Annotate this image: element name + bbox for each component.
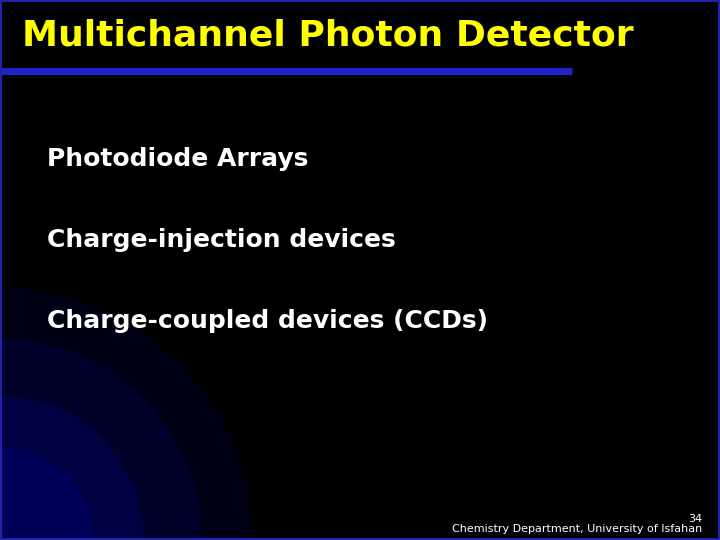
FancyBboxPatch shape [0,0,720,71]
Text: Charge-injection devices: Charge-injection devices [47,228,395,252]
Text: 34: 34 [688,515,702,524]
Ellipse shape [0,396,144,540]
Text: Multichannel Photon Detector: Multichannel Photon Detector [22,19,633,52]
Text: Charge-coupled devices (CCDs): Charge-coupled devices (CCDs) [47,309,488,333]
Text: Photodiode Arrays: Photodiode Arrays [47,147,308,171]
Text: Chemistry Department, University of Isfahan: Chemistry Department, University of Isfa… [451,524,702,534]
Ellipse shape [0,288,252,540]
Ellipse shape [0,447,94,540]
Ellipse shape [0,339,202,540]
